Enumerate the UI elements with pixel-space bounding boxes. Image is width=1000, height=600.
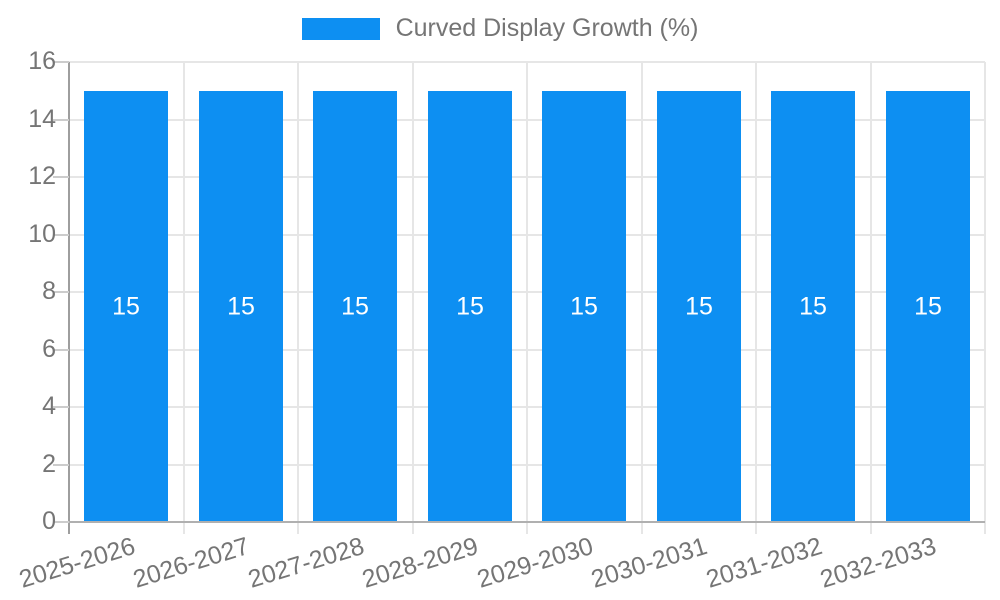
x-gridline — [411, 62, 414, 534]
y-axis-tick — [53, 348, 69, 351]
bar[interactable]: 15 — [313, 91, 397, 522]
y-axis-label: 14 — [28, 104, 56, 133]
y-axis-label: 6 — [42, 334, 56, 363]
y-axis-label: 0 — [42, 507, 56, 535]
y-axis-label: 16 — [28, 47, 56, 75]
x-axis-label: 2027-2028 — [244, 532, 368, 594]
plot-area: 15 15 15 15 15 15 15 15 — [69, 61, 985, 522]
bar-value-label: 15 — [456, 292, 484, 320]
x-gridline — [984, 62, 986, 534]
bar-value-label: 15 — [914, 292, 942, 320]
y-axis-label: 12 — [28, 162, 56, 190]
bar[interactable]: 15 — [542, 91, 626, 522]
y-axis-label: 2 — [42, 449, 56, 478]
x-gridline — [526, 62, 528, 534]
x-gridline — [640, 62, 643, 534]
y-gridline — [69, 118, 985, 121]
y-axis-tick — [53, 521, 69, 523]
y-gridline — [69, 348, 985, 351]
x-gridline — [297, 62, 299, 534]
y-axis-tick — [53, 176, 69, 178]
y-gridline — [69, 176, 985, 178]
x-axis-line — [69, 521, 985, 523]
legend: Curved Display Growth (%) — [0, 14, 1000, 43]
x-gridline — [755, 62, 757, 534]
bar[interactable]: 15 — [428, 91, 512, 522]
bar[interactable]: 15 — [886, 91, 970, 522]
x-axis-label: 2030-2031 — [588, 532, 711, 594]
y-axis-tick — [53, 463, 69, 466]
bar-value-label: 15 — [685, 292, 713, 320]
y-axis-tick — [53, 118, 69, 121]
x-axis-label: 2029-2030 — [473, 532, 597, 594]
bar-value-label: 15 — [227, 292, 255, 320]
bar[interactable]: 15 — [199, 91, 283, 522]
bar-value-label: 15 — [570, 292, 598, 320]
y-axis-line — [68, 62, 70, 534]
x-axis-label: 2031-2032 — [702, 532, 826, 594]
y-gridline — [69, 463, 985, 466]
y-axis-tick — [53, 233, 69, 236]
bar[interactable]: 15 — [84, 91, 168, 522]
bar[interactable]: 15 — [771, 91, 855, 522]
x-gridline — [182, 62, 185, 534]
x-axis-label: 2028-2029 — [359, 532, 482, 594]
legend-label: Curved Display Growth (%) — [395, 14, 699, 42]
bar[interactable]: 15 — [657, 91, 741, 522]
y-axis-tick — [53, 291, 69, 293]
y-gridline — [69, 291, 985, 293]
y-gridline — [69, 61, 985, 63]
y-axis-label: 8 — [42, 277, 56, 305]
x-axis-label: 2025-2026 — [15, 532, 139, 594]
y-axis-tick — [53, 61, 69, 63]
bar-value-label: 15 — [799, 292, 827, 320]
y-axis-label: 10 — [28, 219, 56, 248]
y-axis-tick — [53, 406, 69, 408]
legend-swatch — [301, 17, 380, 40]
x-axis-label: 2032-2033 — [817, 532, 940, 594]
y-gridline — [69, 406, 985, 408]
bar-value-label: 15 — [341, 292, 369, 320]
y-axis-label: 4 — [42, 392, 56, 420]
x-gridline — [869, 62, 872, 534]
y-gridline — [69, 233, 985, 236]
bar-value-label: 15 — [112, 292, 140, 320]
x-axis-label: 2026-2027 — [130, 532, 253, 594]
